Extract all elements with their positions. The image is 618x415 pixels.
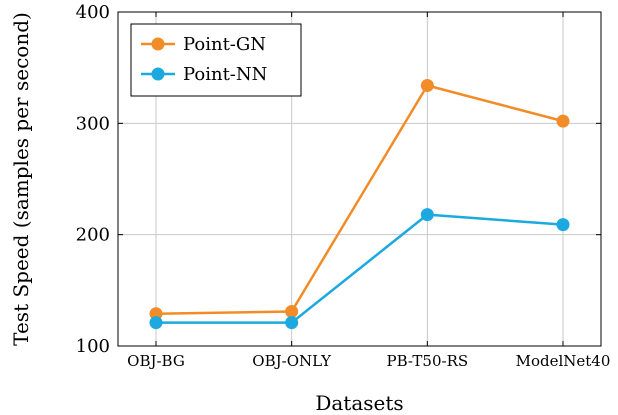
y-tick-label-100: 100 (76, 336, 110, 357)
point-point-nn-pb-t50-rs (420, 208, 434, 222)
y-axis-ticks: 100 200 300 400 (76, 2, 601, 357)
legend-marker-point-gn (151, 37, 165, 51)
x-tick-label-modelnet40: ModelNet40 (516, 352, 611, 370)
point-point-gn-obj-only (285, 304, 299, 318)
legend-box (130, 23, 302, 97)
series (149, 78, 570, 330)
point-point-gn-obj-bg (149, 307, 163, 321)
point-point-nn-modelnet40 (556, 218, 570, 232)
y-tick-label-200: 200 (76, 225, 110, 246)
x-tick-label-obj-only: OBJ-ONLY (252, 352, 332, 370)
legend-label-point-gn: Point-GN (183, 34, 266, 55)
series-line-point-gn (155, 84, 564, 315)
series-line-point-nn (156, 213, 564, 324)
plot-frame (117, 11, 602, 347)
x-tick-label-pb-t50-rs: PB-T50-RS (386, 352, 468, 370)
legend-marker-point-nn (151, 67, 165, 81)
point-point-gn-modelnet40 (556, 114, 570, 128)
x-tick-label-obj-bg: OBJ-BG (127, 352, 185, 370)
y-axis-label: Test Speed (samples per second) (9, 12, 33, 346)
y-tick-label-400: 400 (76, 2, 110, 23)
point-point-gn-pb-t50-rs (420, 78, 434, 92)
point-point-nn-obj-only (285, 316, 299, 330)
x-axis-ticks: OBJ-BG OBJ-ONLY PB-T50-RS ModelNet40 (127, 12, 610, 370)
point-point-nn-obj-bg (149, 316, 163, 330)
legend: Point-GN Point-NN (130, 23, 302, 97)
y-tick-label-300: 300 (76, 113, 110, 134)
x-axis-label: Datasets (315, 391, 403, 415)
legend-label-point-nn: Point-NN (183, 64, 267, 85)
